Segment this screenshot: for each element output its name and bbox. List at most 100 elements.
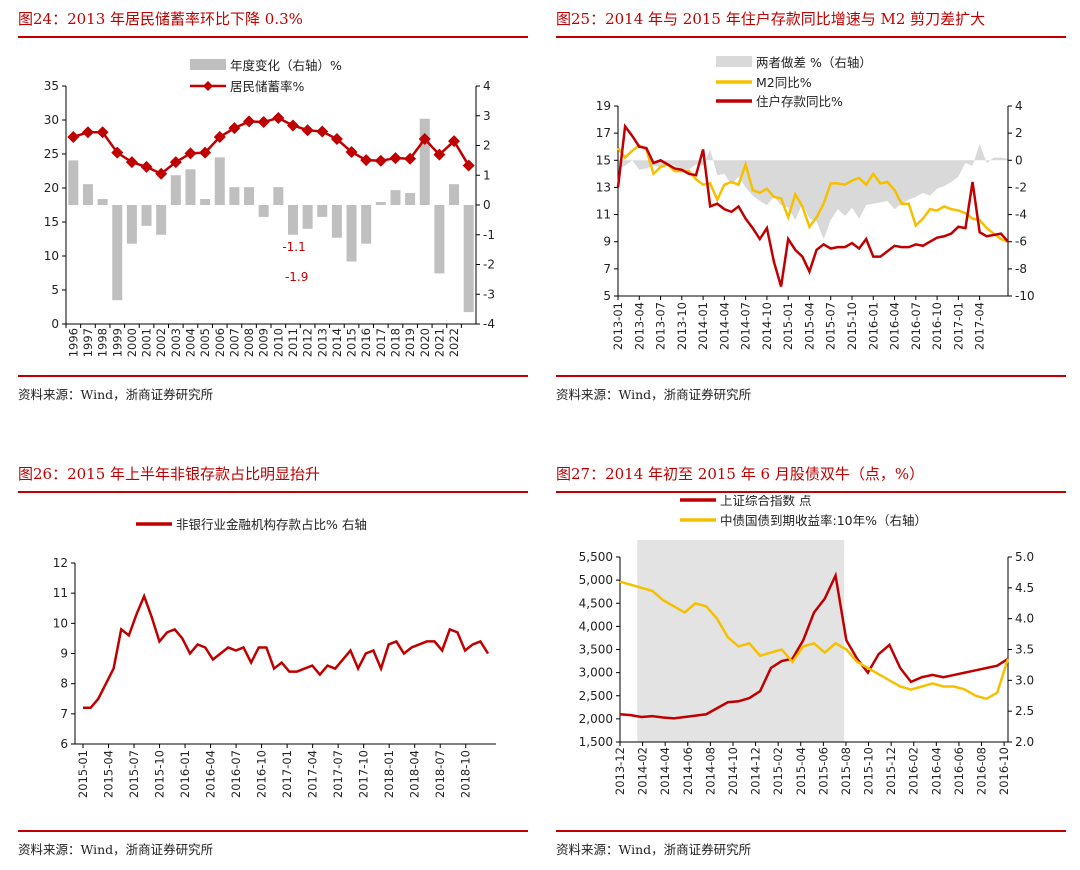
left-axis-tick-label: 11: [53, 586, 68, 600]
x-tick-label: 2016-10: [997, 747, 1011, 795]
left-axis-tick-label: 12: [53, 556, 68, 570]
chart-plot-24: 0 5 10 15 20 25 30 35 -4 -3 -2 -1 0 1 2 3 4 1996 1997 1998 1…: [44, 58, 495, 357]
x-tick-label: 2014-10: [726, 747, 740, 795]
annotation-2015: -1.9: [285, 270, 308, 284]
chart-panel-27: 图27：2014 年初至 2015 年 6 月股债双牛（点，%） 1,500 2,…: [556, 455, 1066, 857]
chart-panel-25: 图25：2014 年与 2015 年住户存款同比增速与 M2 剪刀差扩大 5 7 9…: [556, 0, 1066, 402]
savings-rate-point: [316, 125, 329, 138]
bull-market-shaded-region: [637, 540, 845, 742]
left-axis-tick-label: 5,500: [579, 550, 613, 564]
source-note: 资料来源：Wind，浙商证券研究所: [18, 842, 214, 857]
x-tick-label: 2014-02: [636, 747, 650, 795]
x-tick-label: 2016-04: [204, 750, 218, 798]
x-tick-label: 2017-07: [331, 750, 345, 798]
left-axis-tick-label: 6: [60, 737, 68, 751]
right-axis-tick-label: 2: [1015, 126, 1023, 140]
savings-rate-point: [448, 135, 461, 148]
chart-title: 图25：2014 年与 2015 年住户存款同比增速与 M2 剪刀差扩大: [556, 10, 986, 28]
bar-annual-change: [112, 205, 123, 301]
left-axis-tick-label: 0: [51, 317, 59, 331]
chart-panel-26: 图26：2015 年上半年非银存款占比明显抬升 6 7 8 9 10 11 12 2015-0…: [18, 455, 528, 857]
x-tick-label: 2021: [432, 328, 446, 357]
right-axis-tick-label: 0: [483, 198, 491, 212]
x-tick-label: 2015-10: [845, 302, 859, 350]
bar-annual-change: [346, 205, 357, 262]
source-note: 资料来源：Wind，浙商证券研究所: [556, 387, 752, 402]
x-tick-label: 2003: [169, 328, 183, 357]
x-tick-label: 2013-12: [613, 747, 627, 795]
left-axis-tick-label: 35: [44, 79, 59, 93]
bar-annual-change: [141, 205, 152, 226]
right-axis-tick-label: -8: [1015, 262, 1027, 276]
left-axis-tick-label: 4,000: [579, 619, 613, 633]
legend-bar-label: 年度变化（右轴）%: [230, 58, 342, 73]
x-tick-label: 2015-10: [862, 747, 876, 795]
footer-rule: [556, 375, 1066, 377]
left-axis-tick-label: 15: [44, 215, 59, 229]
bar-annual-change: [361, 205, 372, 244]
chart-plot-26: 6 7 8 9 10 11 12 2015-01 2015-04 2015-07 2015-10 20…: [53, 517, 496, 798]
legend-diff-swatch: [716, 56, 752, 67]
x-tick-label: 2019: [403, 328, 417, 357]
x-tick-label: 2014-01: [696, 302, 710, 350]
x-tick-label: 2015-06: [816, 747, 830, 795]
x-tick-label: 2016-04: [929, 747, 943, 795]
x-tick-label: 2014-08: [703, 747, 717, 795]
x-tick-label: 2001: [140, 328, 154, 357]
x-tick-label: 2015-01: [76, 750, 90, 798]
savings-rate-point: [213, 131, 226, 143]
x-tick-label: 2015-04: [102, 750, 116, 798]
x-tick-label: 2014-06: [681, 747, 695, 795]
x-tick-label: 2008: [242, 328, 256, 357]
legend-diff-label: 两者做差 %（右轴）: [756, 55, 872, 70]
right-axis-tick-label: 4.0: [1015, 612, 1034, 626]
x-tick-label: 2018-01: [382, 750, 396, 798]
bar-annual-change: [156, 205, 167, 235]
savings-rate-point: [345, 145, 358, 158]
bar-annual-change: [82, 184, 93, 205]
left-axis-tick-label: 7: [60, 707, 68, 721]
legend-shanghai-label: 上证综合指数 点: [720, 495, 811, 508]
footer-rule: [556, 830, 1066, 832]
x-tick-label: 2016-10: [930, 302, 944, 350]
x-tick-label: 2017-10: [357, 750, 371, 798]
bar-annual-change: [68, 160, 79, 205]
x-tick-label: 2018-04: [408, 750, 422, 798]
right-axis-tick-label: 2: [483, 139, 491, 153]
left-axis-tick-label: 10: [53, 616, 68, 630]
left-axis-tick-label: 9: [60, 647, 68, 661]
savings-rate-point: [360, 154, 373, 167]
source-note: 资料来源：Wind，浙商证券研究所: [556, 842, 752, 857]
x-tick-label: 2016-01: [866, 302, 880, 350]
left-axis-tick-label: 10: [44, 249, 59, 263]
right-axis-tick-label: 4.5: [1015, 581, 1034, 595]
legend-line-marker: [203, 81, 213, 91]
x-tick-label: 2015-04: [794, 747, 808, 795]
savings-rate-point: [286, 119, 299, 132]
x-tick-label: 2016-04: [888, 302, 902, 350]
left-axis-tick-label: 25: [44, 147, 59, 161]
left-axis-tick-label: 2,500: [579, 689, 613, 703]
shanghai-composite-line: [619, 571, 1009, 720]
right-axis-tick-label: 4: [1015, 99, 1023, 113]
bar-annual-change: [214, 157, 225, 205]
legend-bar-swatch: [190, 59, 226, 70]
x-tick-label: 2015-07: [127, 750, 141, 798]
left-axis-tick-label: 9: [603, 235, 611, 249]
right-axis-tick-label: -10: [1015, 289, 1035, 303]
savings-rate-point: [169, 156, 182, 169]
right-axis-tick-label: 5.0: [1015, 550, 1034, 564]
left-axis-tick-label: 20: [44, 181, 59, 195]
source-note: 资料来源：Wind，浙商证券研究所: [18, 387, 214, 402]
right-axis-tick-label: 4: [483, 79, 491, 93]
bar-annual-change: [463, 205, 474, 313]
footer-rule: [18, 375, 528, 377]
left-axis-tick-label: 13: [596, 180, 611, 194]
annotation-2014: -1.1: [282, 240, 305, 254]
x-tick-label: 2018: [388, 328, 402, 357]
savings-rate-point: [389, 152, 402, 165]
chart-title: 图26：2015 年上半年非银存款占比明显抬升: [18, 465, 321, 483]
left-axis-tick-label: 30: [44, 113, 59, 127]
title-rule: [556, 36, 1066, 38]
bar-annual-change: [449, 184, 460, 205]
